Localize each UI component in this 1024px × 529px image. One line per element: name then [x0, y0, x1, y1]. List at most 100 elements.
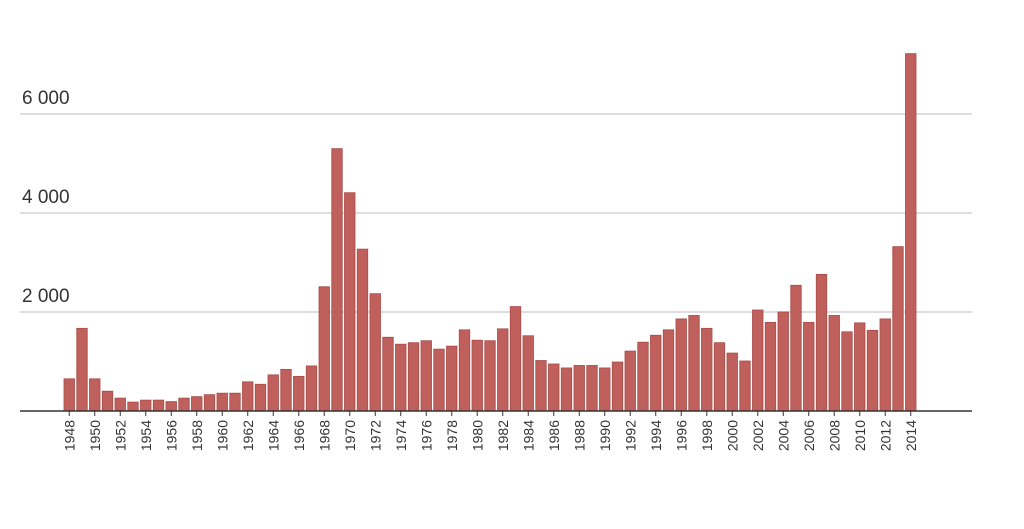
x-tick-label: 1978 [444, 420, 460, 451]
x-tick-label: 1994 [648, 420, 664, 451]
bar-1977 [433, 348, 445, 412]
bar-1968 [318, 286, 330, 412]
bar-2004 [777, 311, 789, 412]
bar-1955 [152, 399, 165, 412]
x-tick-label: 1980 [469, 420, 485, 451]
bar-2000 [726, 352, 738, 412]
x-tick-label: 1982 [495, 420, 511, 451]
bar-1962 [242, 381, 254, 412]
bar-1984 [522, 335, 534, 412]
bar-1994 [650, 334, 662, 412]
x-tick-label: 1964 [265, 420, 281, 451]
bar-1982 [497, 328, 509, 412]
bar-2007 [815, 273, 828, 412]
x-tick-label: 2004 [775, 420, 791, 451]
bar-1953 [127, 401, 139, 412]
x-tick-label: 1966 [291, 420, 307, 451]
bar-1967 [305, 365, 318, 412]
bar-1991 [611, 361, 624, 412]
x-tick-label: 1952 [112, 420, 128, 451]
bar-2001 [739, 360, 751, 412]
bar-1954 [140, 399, 152, 412]
bar-2008 [828, 315, 840, 412]
x-tick-label: 1996 [673, 420, 689, 451]
gridlines [20, 113, 972, 313]
bar-1975 [407, 342, 420, 412]
x-tick-label: 1960 [214, 420, 230, 451]
bar-1980 [471, 339, 483, 412]
x-tick-label: 2014 [903, 420, 919, 451]
bar-1998 [701, 327, 713, 412]
bar-2006 [803, 321, 815, 412]
bar-2012 [879, 318, 891, 412]
x-tick-label: 2006 [801, 420, 817, 451]
bar-1959 [203, 394, 216, 412]
bar-1958 [191, 396, 203, 412]
bar-1983 [509, 306, 522, 412]
x-tick-label: 2010 [852, 420, 868, 451]
x-tick-label: 1972 [367, 420, 383, 451]
bar-1952 [114, 397, 126, 412]
bar-1969 [331, 148, 343, 412]
bar-1987 [560, 367, 573, 412]
bar-1992 [624, 350, 636, 412]
bar-2010 [854, 322, 866, 412]
y-tick-label: 4 000 [22, 187, 70, 208]
x-tick-label: 1984 [520, 420, 536, 451]
x-tick-label: 1958 [189, 420, 205, 451]
bar-1973 [382, 336, 394, 412]
bar-2003 [764, 321, 777, 412]
bar-1986 [548, 363, 560, 412]
bar-1985 [535, 360, 547, 412]
x-tick-label: 1986 [546, 420, 562, 451]
x-tick-label: 1956 [163, 420, 179, 451]
x-tick-label: 2008 [826, 420, 842, 451]
bars [63, 53, 917, 412]
bar-2009 [841, 331, 853, 412]
bar-1988 [573, 365, 585, 412]
x-tick-label: 1988 [571, 420, 587, 451]
bar-1974 [395, 343, 407, 412]
bar-1995 [662, 329, 675, 412]
x-tick-label: 1976 [418, 420, 434, 451]
x-axis-tick-labels: 1948 1950 1952 1954 1956 1958 1960 1962 1964 1966… [61, 411, 919, 451]
bar-2011 [866, 329, 879, 412]
bar-1961 [229, 392, 241, 412]
bar-1997 [688, 315, 700, 412]
bar-1978 [446, 345, 458, 412]
bar-1956 [165, 401, 177, 412]
bar-2005 [790, 284, 802, 412]
x-tick-label: 2012 [877, 420, 893, 451]
bar-1999 [713, 342, 726, 412]
bar-1964 [267, 374, 279, 412]
y-axis-tick-labels: 2 000 4 000 6 000 [22, 88, 70, 307]
x-tick-label: 2002 [750, 420, 766, 451]
bar-1981 [484, 340, 496, 412]
x-tick-label: 1954 [138, 420, 154, 451]
x-tick-label: 1962 [240, 420, 256, 451]
bar-1965 [280, 369, 292, 412]
x-tick-label: 1998 [699, 420, 715, 451]
x-tick-label: 1950 [87, 420, 103, 451]
bar-1948 [63, 378, 75, 412]
x-tick-label: 1990 [597, 420, 613, 451]
bar-1966 [293, 375, 305, 412]
bar-1957 [178, 397, 190, 412]
bar-1949 [76, 327, 88, 412]
bar-1951 [101, 390, 114, 412]
bar-1976 [420, 340, 432, 412]
x-tick-label: 2000 [724, 420, 740, 451]
bar-1993 [637, 341, 649, 412]
bar-1990 [599, 367, 611, 412]
y-tick-label: 2 000 [22, 286, 70, 307]
bar-2013 [892, 246, 904, 412]
bar-1979 [458, 329, 471, 412]
bar-1960 [216, 392, 228, 412]
bar-1963 [254, 383, 267, 412]
x-tick-label: 1974 [393, 420, 409, 451]
bar-1970 [344, 192, 356, 412]
bar-1972 [369, 293, 381, 412]
bar-1996 [675, 318, 687, 412]
bar-2002 [752, 309, 764, 412]
